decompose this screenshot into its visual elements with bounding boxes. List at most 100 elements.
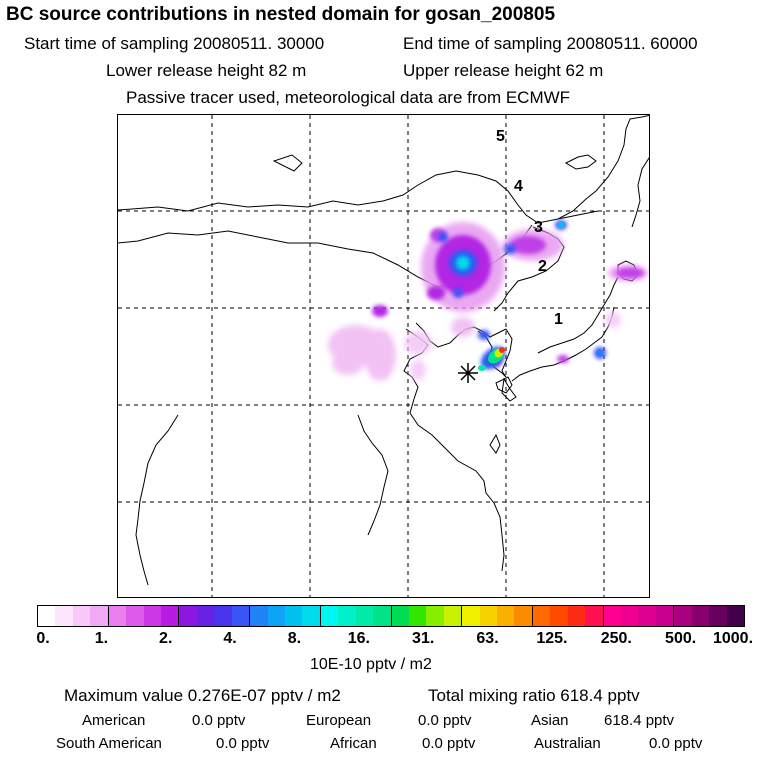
colorbar-swatch: [567, 606, 586, 626]
colorbar-tick-label: 63.: [476, 630, 499, 647]
colorbar-segment-5: [390, 606, 462, 626]
colorbar-swatch: [532, 606, 551, 626]
asian-label: Asian: [531, 712, 569, 729]
russia-coast: [557, 115, 649, 220]
inland-border-east: [357, 414, 389, 536]
colorbar-swatch: [90, 606, 108, 626]
korea-hotspot: [478, 346, 506, 371]
colorbar-swatch: [267, 606, 285, 626]
korea-east-coast: [501, 328, 513, 378]
colorbar-segment-8: [602, 606, 674, 626]
colorbar-swatch: [284, 606, 303, 626]
colorbar-swatch: [179, 606, 197, 626]
honshu-north-coast: [537, 276, 619, 354]
okhotsk-island: [564, 154, 597, 170]
trajectory-marker-5: 5: [496, 128, 505, 145]
colorbar-tick-label: 500.: [665, 630, 697, 647]
colorbar: [37, 605, 745, 627]
source-contribution-map: 5 4 3 2 1: [117, 114, 650, 598]
colorbar-swatch: [408, 606, 427, 626]
taiwan: [489, 433, 501, 454]
colorbar-tick-label: 8.: [287, 630, 302, 647]
colorbar-segment-1: [107, 606, 179, 626]
gosan-receptor-star: [458, 363, 478, 383]
south-american-label: South American: [56, 735, 162, 752]
colorbar-swatch: [214, 606, 232, 626]
colorbar-swatch: [638, 606, 656, 626]
start-time: Start time of sampling 20080511. 30000: [24, 34, 325, 53]
colorbar-tick-label: 250.: [600, 630, 632, 647]
total-mixing-ratio: Total mixing ratio 618.4 pptv: [428, 686, 640, 705]
colorbar-swatch: [143, 606, 161, 626]
coastlines: [118, 115, 649, 586]
colorbar-swatch: [726, 606, 745, 626]
trajectory-marker-1: 1: [554, 311, 563, 328]
contribution-plume: [328, 220, 648, 381]
colorbar-segment-7: [531, 606, 603, 626]
australian-label: Australian: [534, 735, 601, 752]
colorbar-tick-label: 31.: [412, 630, 435, 647]
colorbar-swatch: [231, 606, 250, 626]
colorbar-tick-label: 1000.: [712, 630, 754, 647]
colorbar-swatch: [479, 606, 498, 626]
colorbar-swatch: [250, 606, 268, 626]
honshu-south-coast: [511, 306, 615, 382]
inland-border-south: [135, 414, 179, 586]
colorbar-swatch: [108, 606, 127, 626]
colorbar-swatch: [55, 606, 73, 626]
colorbar-swatch: [621, 606, 639, 626]
colorbar-segment-4: [319, 606, 391, 626]
european-value: 0.0 pptv: [418, 712, 472, 729]
colorbar-swatch: [196, 606, 215, 626]
colorbar-swatch: [126, 606, 144, 626]
map-canvas: 5 4 3 2 1: [118, 115, 649, 597]
colorbar-swatch: [302, 606, 320, 626]
colorbar-swatch: [426, 606, 444, 626]
colorbar-swatch: [497, 606, 515, 626]
sakhalin: [631, 157, 649, 228]
american-label: American: [82, 712, 146, 729]
colorbar-swatch: [391, 606, 409, 626]
end-time: End time of sampling 20080511. 60000: [403, 34, 698, 53]
colorbar-tick-label: 4.: [223, 630, 237, 647]
colorbar-segment-9: [673, 606, 745, 626]
colorbar-swatch: [709, 606, 727, 626]
colorbar-segment-3: [249, 606, 320, 626]
lower-release-height: Lower release height 82 m: [106, 61, 307, 80]
colorbar-swatch: [691, 606, 710, 626]
tracer-note: Passive tracer used, meteorological data…: [126, 88, 571, 107]
colorbar-tick-label: 0.: [36, 630, 50, 647]
figure-title: BC source contributions in nested domain…: [6, 4, 556, 25]
colorbar-swatch: [514, 606, 532, 626]
colorbar-swatch: [338, 606, 356, 626]
trajectory-marker-4: 4: [514, 178, 523, 195]
china-east-coast: [403, 328, 505, 572]
latlon-grid: [118, 115, 649, 597]
colorbar-units: 10E-10 pptv / m2: [310, 656, 432, 673]
australian-value: 0.0 pptv: [649, 735, 703, 752]
mongolia-north-border: [118, 170, 599, 224]
colorbar-segment-2: [178, 606, 250, 626]
colorbar-swatch: [462, 606, 480, 626]
colorbar-swatch: [38, 606, 56, 626]
colorbar-swatch: [603, 606, 622, 626]
colorbar-tick-label: 16.: [347, 630, 370, 647]
colorbar-tick-label: 1.: [94, 630, 109, 647]
colorbar-swatch: [550, 606, 568, 626]
african-label: African: [330, 735, 377, 752]
colorbar-swatch: [585, 606, 603, 626]
asian-value: 618.4 pptv: [604, 712, 675, 729]
colorbar-swatch: [655, 606, 674, 626]
colorbar-swatch: [72, 606, 91, 626]
american-value: 0.0 pptv: [192, 712, 246, 729]
colorbar-tick-label: 125.: [536, 630, 568, 647]
upper-release-height: Upper release height 62 m: [403, 61, 604, 80]
colorbar-swatch: [373, 606, 391, 626]
lake-baikal: [272, 154, 303, 172]
colorbar-swatch: [674, 606, 692, 626]
trajectory-marker-3: 3: [534, 219, 543, 236]
colorbar-segment-0: [38, 606, 108, 626]
colorbar-swatch: [320, 606, 339, 626]
european-label: European: [306, 712, 372, 729]
colorbar-swatch: [443, 606, 462, 626]
